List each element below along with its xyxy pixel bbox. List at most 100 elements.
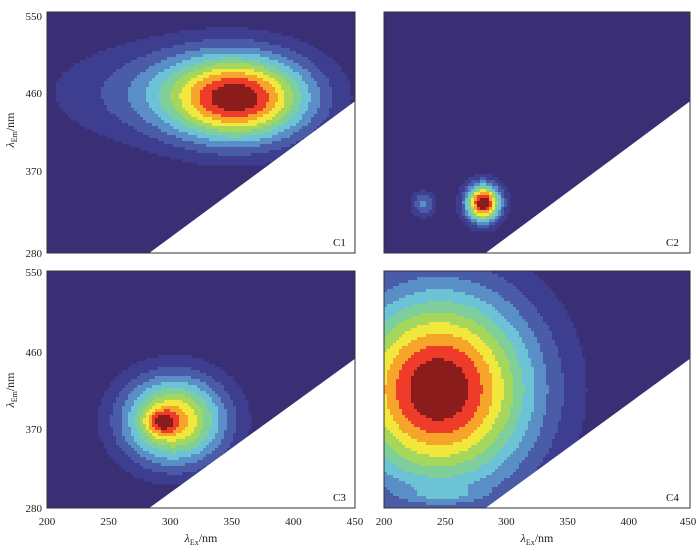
contour-cell xyxy=(104,132,108,136)
contour-cell xyxy=(152,117,156,121)
contour-cell xyxy=(257,75,261,79)
contour-cell xyxy=(465,189,469,193)
contour-cell xyxy=(113,105,117,109)
contour-cell xyxy=(477,192,481,196)
contour-cell xyxy=(179,60,183,64)
contour-cell xyxy=(197,430,201,434)
contour-cell xyxy=(89,66,93,70)
contour-cell xyxy=(236,150,240,154)
contour-cell xyxy=(71,111,75,115)
contour-cell xyxy=(411,207,415,211)
contour-cell xyxy=(233,117,237,121)
contour-cell xyxy=(161,81,165,85)
panel-label: C1 xyxy=(333,237,346,249)
contour-cell xyxy=(275,45,279,49)
contour-cell xyxy=(287,63,291,67)
contour-cell xyxy=(230,424,234,428)
contour-cell xyxy=(206,421,210,425)
contour-cell xyxy=(305,63,309,67)
contour-cell xyxy=(182,358,186,362)
contour-cell xyxy=(302,123,306,127)
contour-cell xyxy=(185,126,189,130)
contour-cell xyxy=(143,421,147,425)
contour-cell xyxy=(215,382,219,386)
contour-cell xyxy=(239,93,243,97)
contour-cell xyxy=(236,57,240,61)
contour-cell xyxy=(495,204,499,208)
contour-cell xyxy=(468,204,472,208)
contour-cell xyxy=(203,132,207,136)
contour-cell xyxy=(113,385,117,389)
contour-cell xyxy=(101,60,105,64)
contour-cell xyxy=(272,42,276,46)
contour-cell xyxy=(191,117,195,121)
contour-cell xyxy=(179,81,183,85)
contour-cell xyxy=(95,57,99,61)
contour-cell xyxy=(236,433,240,437)
contour-cell xyxy=(86,126,90,130)
contour-cell xyxy=(185,406,189,410)
contour-cell xyxy=(263,105,267,109)
contour-cell xyxy=(254,156,258,160)
contour-cell xyxy=(170,39,174,43)
contour-cell xyxy=(188,427,192,431)
contour-cell xyxy=(215,141,219,145)
contour-cell xyxy=(239,421,243,425)
contour-cell xyxy=(125,427,129,431)
contour-cell xyxy=(233,60,237,64)
contour-cell xyxy=(242,90,246,94)
contour-cell xyxy=(119,57,123,61)
contour-cell xyxy=(200,412,204,416)
contour-cell xyxy=(236,388,240,392)
contour-cell xyxy=(104,126,108,130)
contour-cell xyxy=(119,45,123,49)
contour-cell xyxy=(149,433,153,437)
contour-cell xyxy=(98,90,102,94)
contour-cell xyxy=(251,90,255,94)
contour-cell xyxy=(239,150,243,154)
contour-cell xyxy=(167,126,171,130)
contour-cell xyxy=(134,430,138,434)
contour-cell xyxy=(107,117,111,121)
contour-cell xyxy=(248,36,252,40)
contour-cell xyxy=(263,102,267,106)
contour-cell xyxy=(131,418,135,422)
contour-cell xyxy=(462,216,466,220)
contour-cell xyxy=(209,87,213,91)
contour-cell xyxy=(77,99,81,103)
contour-cell xyxy=(221,391,225,395)
contour-cell xyxy=(314,75,318,79)
contour-cell xyxy=(146,415,150,419)
contour-cell xyxy=(62,90,66,94)
contour-cell xyxy=(206,72,210,76)
contour-cell xyxy=(116,397,120,401)
contour-cell xyxy=(275,63,279,67)
contour-cell xyxy=(116,51,120,55)
contour-cell xyxy=(206,123,210,127)
contour-cell xyxy=(432,210,436,214)
contour-cell xyxy=(107,54,111,58)
contour-cell xyxy=(185,361,189,365)
contour-cell xyxy=(155,412,159,416)
contour-cell xyxy=(71,69,75,73)
contour-cell xyxy=(200,117,204,121)
contour-cell xyxy=(308,60,312,64)
contour-cell xyxy=(122,135,126,139)
contour-cell xyxy=(335,75,339,79)
contour-cell xyxy=(323,57,327,61)
contour-cell xyxy=(215,90,219,94)
contour-cell xyxy=(185,42,189,46)
contour-cell xyxy=(128,400,132,404)
contour-cell xyxy=(248,69,252,73)
contour-cell xyxy=(290,93,294,97)
contour-cell xyxy=(191,400,195,404)
contour-cell xyxy=(299,63,303,67)
contour-cell xyxy=(203,30,207,34)
contour-cell xyxy=(182,418,186,422)
contour-cell xyxy=(158,78,162,82)
contour-cell xyxy=(152,54,156,58)
contour-cell xyxy=(113,409,117,413)
contour-cell xyxy=(101,66,105,70)
contour-cell xyxy=(203,78,207,82)
contour-cell xyxy=(179,147,183,151)
